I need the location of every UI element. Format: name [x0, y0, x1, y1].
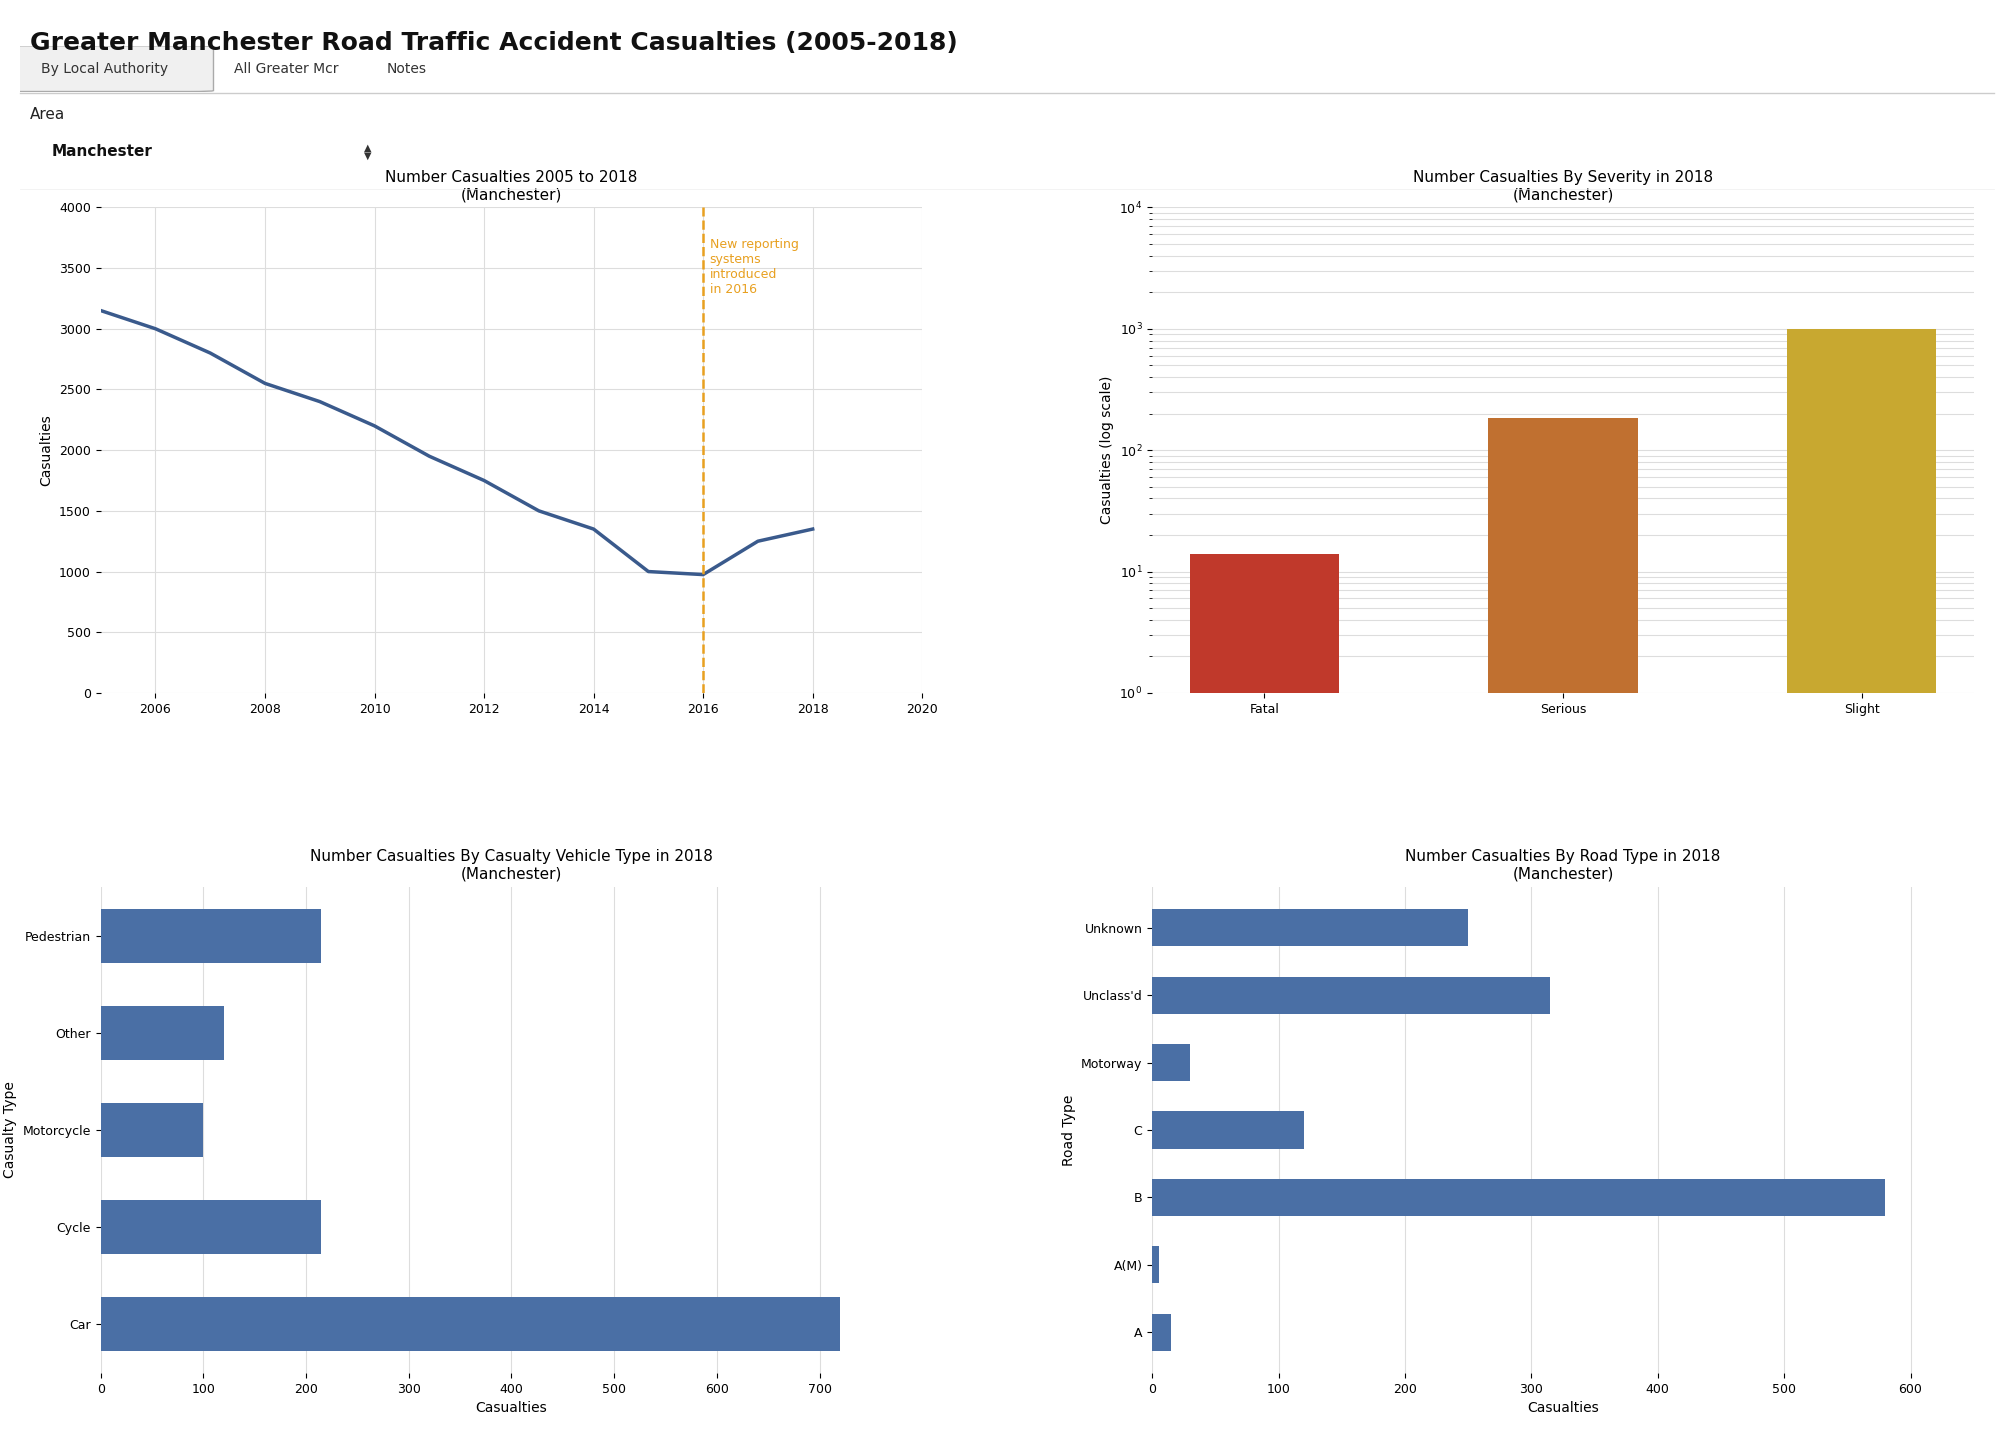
Y-axis label: Road Type: Road Type	[1061, 1094, 1075, 1165]
Text: Notes: Notes	[387, 61, 427, 76]
Text: Manchester: Manchester	[52, 144, 153, 159]
X-axis label: Casualties: Casualties	[475, 1401, 548, 1416]
Text: New reporting
systems
introduced
in 2016: New reporting systems introduced in 2016	[709, 237, 800, 296]
Bar	[1488, 418, 1637, 1430]
Title: Number Casualties By Severity in 2018
(Manchester): Number Casualties By Severity in 2018 (M…	[1414, 170, 1714, 202]
Bar	[101, 1297, 840, 1351]
Bar	[1190, 553, 1339, 1430]
Bar	[1152, 1044, 1190, 1081]
Bar	[101, 1104, 203, 1157]
Bar	[101, 1200, 322, 1254]
Bar	[1152, 1178, 1885, 1216]
Bar	[101, 1007, 224, 1060]
Bar	[1152, 1247, 1158, 1283]
Text: All Greater Mcr: All Greater Mcr	[234, 61, 338, 76]
X-axis label: Casualties: Casualties	[1527, 1401, 1599, 1416]
Title: Number Casualties By Road Type in 2018
(Manchester): Number Casualties By Road Type in 2018 (…	[1406, 849, 1720, 882]
Y-axis label: Casualty Type: Casualty Type	[4, 1081, 16, 1178]
Text: Area: Area	[30, 107, 66, 122]
Title: Number Casualties By Casualty Vehicle Type in 2018
(Manchester): Number Casualties By Casualty Vehicle Ty…	[310, 849, 713, 882]
Bar	[1786, 329, 1935, 1430]
Text: By Local Authority: By Local Authority	[40, 61, 169, 76]
Bar	[101, 909, 322, 962]
Title: Number Casualties 2005 to 2018
(Manchester): Number Casualties 2005 to 2018 (Manchest…	[385, 170, 638, 202]
Bar	[1152, 1314, 1172, 1351]
Text: ▲
▼: ▲ ▼	[365, 143, 371, 160]
Y-axis label: Casualties: Casualties	[40, 415, 54, 486]
Y-axis label: Casualties (log scale): Casualties (log scale)	[1100, 376, 1114, 525]
Bar	[1152, 977, 1551, 1014]
Text: Greater Manchester Road Traffic Accident Casualties (2005-2018): Greater Manchester Road Traffic Accident…	[30, 31, 959, 56]
Bar	[1152, 1111, 1303, 1148]
FancyBboxPatch shape	[0, 46, 213, 92]
FancyBboxPatch shape	[16, 120, 401, 183]
Bar	[1152, 909, 1468, 947]
